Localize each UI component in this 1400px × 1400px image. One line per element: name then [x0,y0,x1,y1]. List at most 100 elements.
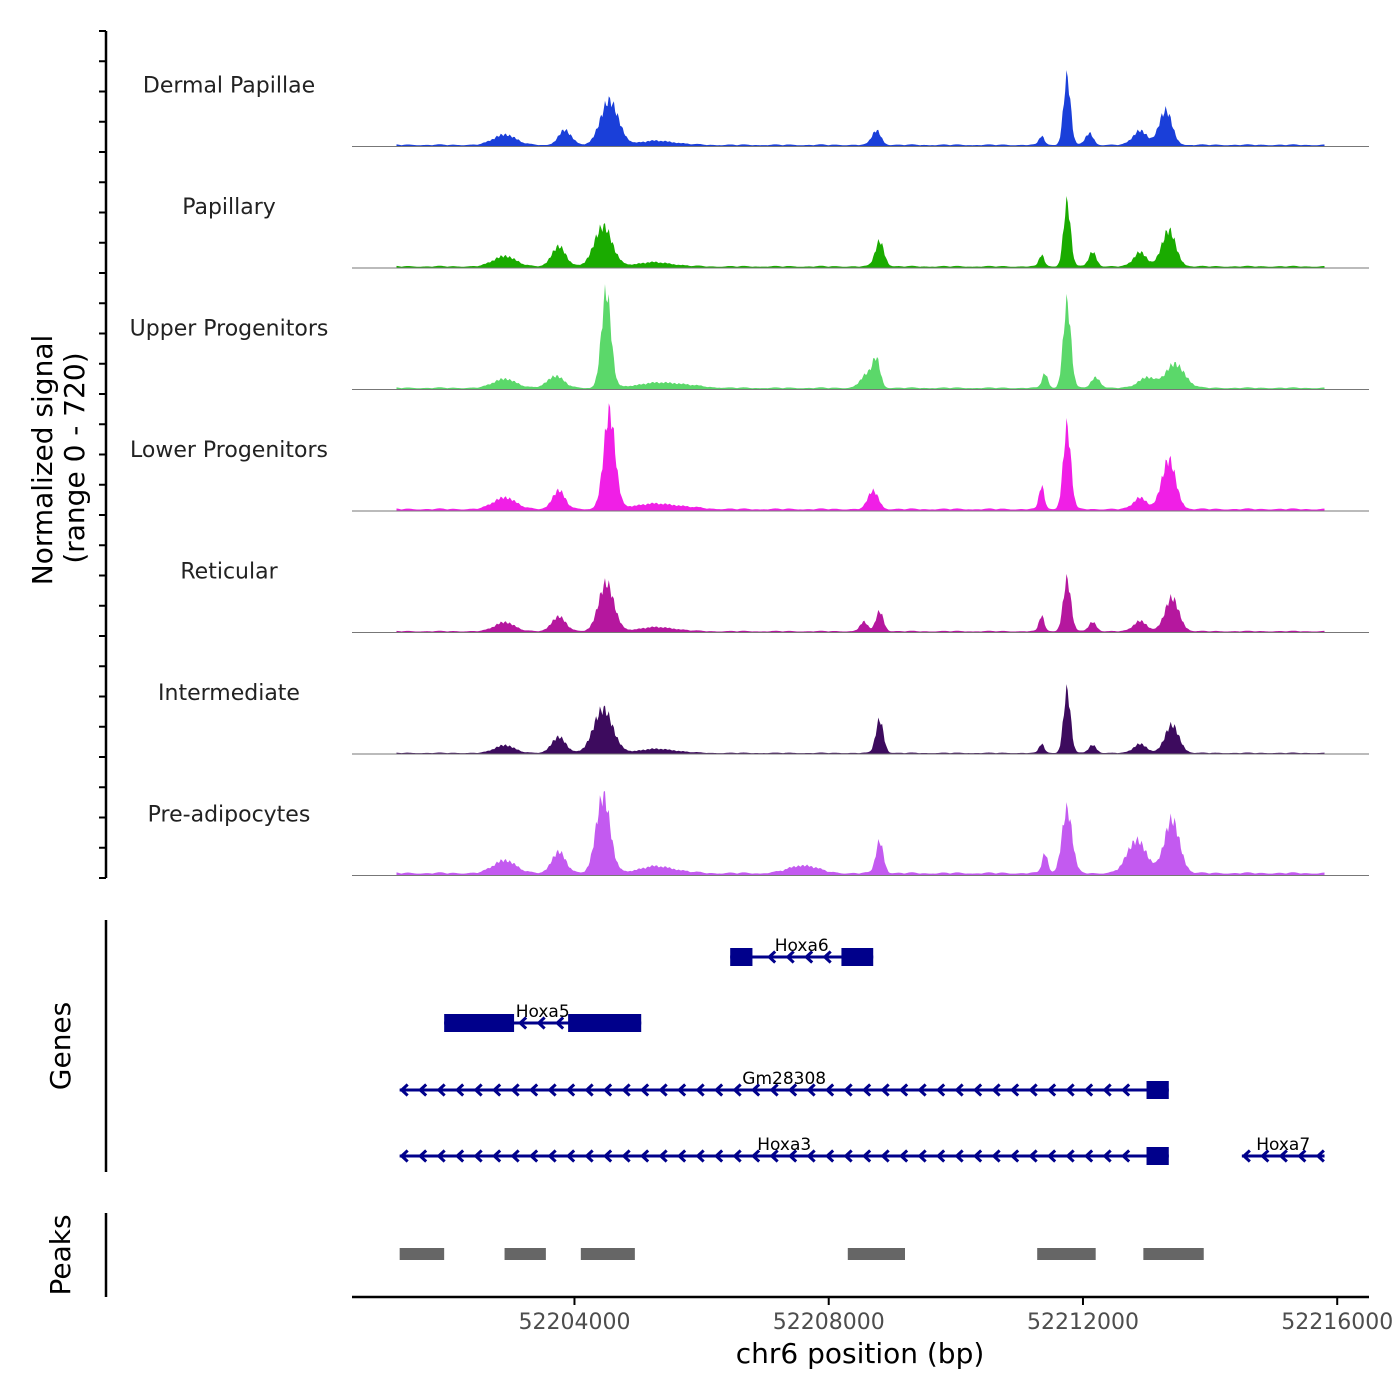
strand-arrow [843,1083,853,1097]
track-label: Intermediate [158,681,300,706]
strand-arrow [491,1149,502,1163]
x-tick-label: 52212000 [1027,1310,1139,1335]
strand-arrow [1102,1149,1112,1163]
strand-arrow [491,1083,502,1097]
strand-arrow [565,1149,576,1163]
strand-arrow [399,1149,409,1163]
x-tick-label: 52216000 [1281,1310,1393,1335]
genes-label: Genes [44,1002,77,1090]
strand-arrow [1083,1149,1094,1163]
strand-arrow [917,1083,927,1097]
x-axis: 52204000 52208000 52212000 52216000 [352,1295,1393,1335]
strand-arrow [639,1149,650,1163]
gene-exon [568,1014,642,1032]
strand-arrow [1297,1149,1307,1163]
track-5: Intermediate [158,681,1369,755]
strand-arrow [536,1016,546,1030]
strand-arrow [991,1083,1001,1097]
track-0: Dermal Papillae [143,70,1369,147]
strand-arrow [1260,1149,1270,1163]
peak-region [1143,1248,1204,1260]
gene-hoxa6: Hoxa6 [730,936,874,966]
gene-hoxa3: Hoxa3 [399,1135,1169,1165]
strand-arrow [769,1149,779,1163]
strand-arrow [935,1149,946,1163]
track-area [396,573,1325,633]
strand-arrow [991,1149,1001,1163]
strand-arrow [517,1016,528,1030]
strand-arrow [510,1083,520,1097]
strand-arrow [732,1149,742,1163]
strand-arrow [584,1149,594,1163]
strand-arrow [473,1083,483,1097]
strand-arrow [695,1083,705,1097]
gene-hoxa7: Hoxa7 [1241,1135,1325,1163]
gene-label: Hoxa3 [757,1135,811,1155]
track-area [396,196,1325,268]
strand-arrow [1120,1149,1131,1163]
x-axis-label: chr6 position (bp) [736,1337,985,1370]
track-label: Pre-adipocytes [148,803,311,828]
strand-arrow [806,1149,816,1163]
strand-arrow [843,1149,853,1163]
strand-arrow [1120,1083,1131,1097]
strand-arrow [880,1149,890,1163]
strand-arrow [1278,1149,1288,1163]
track-6: Pre-adipocytes [148,790,1369,876]
strand-arrow [565,1083,576,1097]
strand-arrow [547,1083,557,1097]
strand-arrow [824,1149,835,1163]
strand-arrow [602,1083,613,1097]
strand-arrow [695,1149,705,1163]
strand-arrow [766,950,777,964]
strand-arrow [454,1149,465,1163]
strand-arrow [954,1083,964,1097]
gene-exon [730,948,753,966]
strand-arrow [1028,1149,1038,1163]
gene-label: Hoxa5 [516,1002,570,1022]
strand-arrow [713,1149,724,1163]
track-1: Papillary [182,195,1369,269]
strand-arrow [1102,1083,1112,1097]
strand-arrow [417,1083,428,1097]
peak-region [580,1248,635,1260]
strand-arrow [528,1083,539,1097]
strand-arrow [510,1149,520,1163]
strand-arrow [1083,1083,1094,1097]
strand-arrow [972,1149,983,1163]
strand-arrow [1046,1083,1057,1097]
strand-arrow [639,1083,650,1097]
x-tick-label: 52204000 [518,1310,630,1335]
gene-label: Hoxa7 [1256,1135,1310,1155]
strand-arrow [1065,1149,1075,1163]
strand-arrow [417,1149,428,1163]
strand-arrow [1315,1149,1325,1163]
peak-region [399,1248,445,1260]
strand-arrow [787,1149,798,1163]
strand-arrow [436,1083,446,1097]
strand-arrow [803,950,814,964]
gene-label: Gm28308 [742,1069,826,1089]
strand-arrow [676,1149,687,1163]
strand-arrow [621,1149,631,1163]
track-label: Papillary [182,195,276,220]
strand-arrow [750,1149,761,1163]
peak-region [847,1248,905,1260]
strand-arrow [554,1016,565,1030]
strand-arrow [787,1083,798,1097]
gene-exon [1146,1147,1169,1165]
strand-arrow [1009,1149,1020,1163]
y-axis-label: Normalized signal [26,335,59,586]
strand-arrow [806,1083,816,1097]
strand-arrow [399,1083,409,1097]
gene-annotation-track: Hoxa6 Hoxa5 Gm28308 Hoxa3 Hoxa7 [399,936,1325,1165]
strand-arrow [473,1149,483,1163]
peaks-label: Peaks [44,1214,77,1295]
track-label: Dermal Papillae [143,74,315,99]
track-area [396,403,1325,511]
strand-arrow [1241,1149,1251,1163]
track-4: Reticular [180,560,1369,633]
strand-arrow [824,1083,835,1097]
